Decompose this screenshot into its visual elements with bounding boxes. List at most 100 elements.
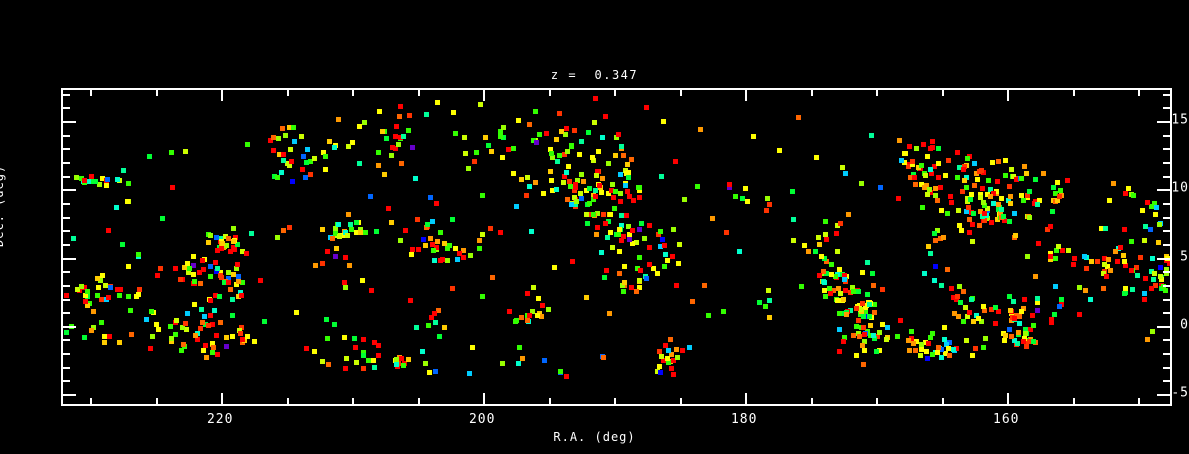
x-tick-155 bbox=[1072, 398, 1075, 404]
data-point bbox=[1077, 285, 1082, 290]
data-point bbox=[619, 213, 624, 218]
data-point bbox=[369, 288, 374, 293]
data-point bbox=[178, 277, 183, 282]
data-point bbox=[438, 258, 443, 263]
data-point bbox=[842, 277, 847, 282]
data-point bbox=[926, 244, 931, 249]
data-point bbox=[1035, 308, 1040, 313]
data-point bbox=[226, 270, 231, 275]
data-point bbox=[981, 345, 986, 350]
data-point bbox=[823, 219, 828, 224]
data-point bbox=[343, 255, 348, 260]
data-point bbox=[1027, 215, 1032, 220]
data-point bbox=[658, 229, 663, 234]
data-point bbox=[210, 322, 215, 327]
data-point bbox=[1002, 218, 1007, 223]
data-point bbox=[462, 135, 467, 140]
data-point bbox=[980, 186, 985, 191]
data-point bbox=[952, 311, 957, 316]
data-point bbox=[445, 258, 450, 263]
data-point bbox=[831, 288, 836, 293]
data-point bbox=[1021, 198, 1026, 203]
data-point bbox=[974, 313, 979, 318]
data-point bbox=[638, 268, 643, 273]
data-point bbox=[939, 355, 944, 360]
data-point bbox=[662, 243, 667, 248]
data-point bbox=[969, 192, 974, 197]
data-point bbox=[993, 305, 998, 310]
data-point bbox=[304, 346, 309, 351]
data-point bbox=[1113, 249, 1118, 254]
data-point bbox=[240, 337, 245, 342]
data-point bbox=[1059, 297, 1064, 302]
data-point bbox=[238, 290, 243, 295]
data-point bbox=[622, 280, 627, 285]
data-point bbox=[626, 224, 631, 229]
data-point bbox=[860, 270, 865, 275]
data-point bbox=[948, 194, 953, 199]
data-point bbox=[740, 196, 745, 201]
data-point bbox=[236, 294, 241, 299]
x-tick-200 bbox=[483, 393, 486, 404]
data-point bbox=[841, 297, 846, 302]
data-point bbox=[390, 145, 395, 150]
data-point bbox=[525, 318, 530, 323]
data-point bbox=[1023, 327, 1028, 332]
data-point bbox=[276, 136, 281, 141]
data-point bbox=[215, 248, 220, 253]
data-point bbox=[661, 358, 666, 363]
data-point bbox=[596, 149, 601, 154]
data-point bbox=[630, 228, 635, 233]
data-point bbox=[117, 340, 122, 345]
data-point bbox=[303, 175, 308, 180]
data-point bbox=[835, 298, 840, 303]
data-point bbox=[910, 162, 915, 167]
data-point bbox=[434, 245, 439, 250]
x-tick-top-225 bbox=[155, 90, 158, 96]
data-point bbox=[602, 275, 607, 280]
data-point bbox=[96, 285, 101, 290]
data-point bbox=[450, 286, 455, 291]
data-point bbox=[669, 352, 674, 357]
data-point bbox=[859, 181, 864, 186]
data-point bbox=[913, 182, 918, 187]
data-point bbox=[600, 135, 605, 140]
data-point bbox=[564, 374, 569, 379]
data-point bbox=[908, 175, 913, 180]
data-point bbox=[425, 222, 430, 227]
data-point bbox=[376, 343, 381, 348]
data-point bbox=[868, 323, 873, 328]
x-tick-190 bbox=[614, 398, 617, 404]
data-point bbox=[674, 283, 679, 288]
data-point bbox=[223, 234, 228, 239]
data-point bbox=[561, 180, 566, 185]
data-point bbox=[822, 280, 827, 285]
data-point bbox=[767, 298, 772, 303]
data-point bbox=[862, 332, 867, 337]
data-point bbox=[871, 333, 876, 338]
y-tick--4 bbox=[63, 380, 70, 383]
data-point bbox=[498, 134, 503, 139]
data-point bbox=[1035, 296, 1040, 301]
data-point bbox=[862, 339, 867, 344]
data-point bbox=[625, 189, 630, 194]
data-point bbox=[128, 308, 133, 313]
data-point bbox=[630, 241, 635, 246]
data-point bbox=[912, 175, 917, 180]
data-point bbox=[136, 252, 141, 257]
data-point bbox=[846, 212, 851, 217]
data-point bbox=[897, 138, 902, 143]
y-tick-9 bbox=[63, 202, 70, 205]
data-point bbox=[501, 125, 506, 130]
data-point bbox=[377, 109, 382, 114]
y-tick-17 bbox=[63, 93, 70, 96]
y-tick-right-5 bbox=[1157, 257, 1170, 260]
data-point bbox=[237, 328, 242, 333]
data-point bbox=[97, 182, 102, 187]
data-point bbox=[191, 263, 196, 268]
data-point bbox=[995, 217, 1000, 222]
data-point bbox=[968, 197, 973, 202]
data-point bbox=[856, 289, 861, 294]
data-point bbox=[907, 144, 912, 149]
